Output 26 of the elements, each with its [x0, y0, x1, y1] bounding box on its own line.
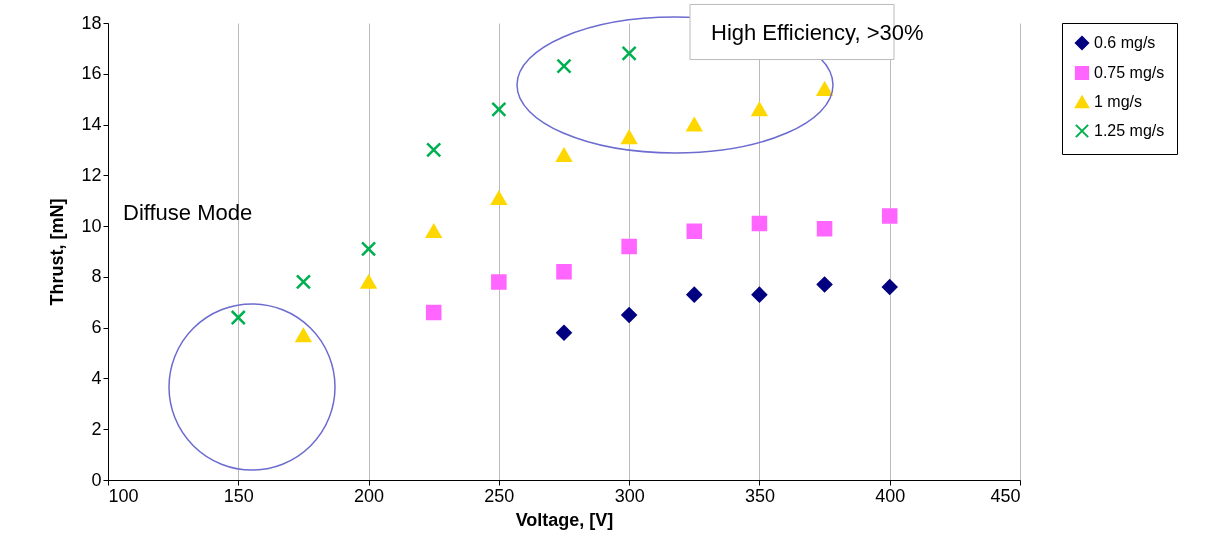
- x-tick-label: 400: [875, 485, 906, 506]
- legend-label: 1 mg/s: [1094, 93, 1143, 110]
- y-tick-label: 0: [91, 469, 102, 490]
- y-tick-label: 6: [91, 317, 102, 338]
- x-tick-label: 250: [484, 485, 515, 506]
- x-tick-label: 300: [614, 485, 645, 506]
- x-axis-title: Voltage, [V]: [515, 509, 614, 530]
- annotation: Diffuse Mode: [123, 200, 253, 225]
- x-tick-label: 100: [108, 485, 139, 506]
- y-tick-label: 16: [81, 63, 102, 84]
- legend-label: 1.25 mg/s: [1094, 122, 1165, 139]
- x-tick-label: 350: [744, 485, 775, 506]
- y-axis-title: Thrust, [mN]: [47, 198, 68, 306]
- y-tick-label: 10: [81, 215, 102, 236]
- y-tick-label: 14: [81, 114, 102, 135]
- y-tick-label: 18: [81, 12, 102, 33]
- y-tick-label: 2: [91, 418, 102, 439]
- y-tick-label: 12: [81, 164, 102, 185]
- y-tick-label: 8: [91, 266, 102, 287]
- annotation: High Efficiency, >30%: [711, 20, 924, 45]
- legend-label: 0.6 mg/s: [1094, 34, 1156, 51]
- x-tick-label: 150: [223, 485, 254, 506]
- x-tick-label: 200: [354, 485, 385, 506]
- x-tick-label: 450: [990, 485, 1021, 506]
- legend-label: 0.75 mg/s: [1094, 64, 1165, 81]
- y-tick-label: 4: [91, 367, 102, 388]
